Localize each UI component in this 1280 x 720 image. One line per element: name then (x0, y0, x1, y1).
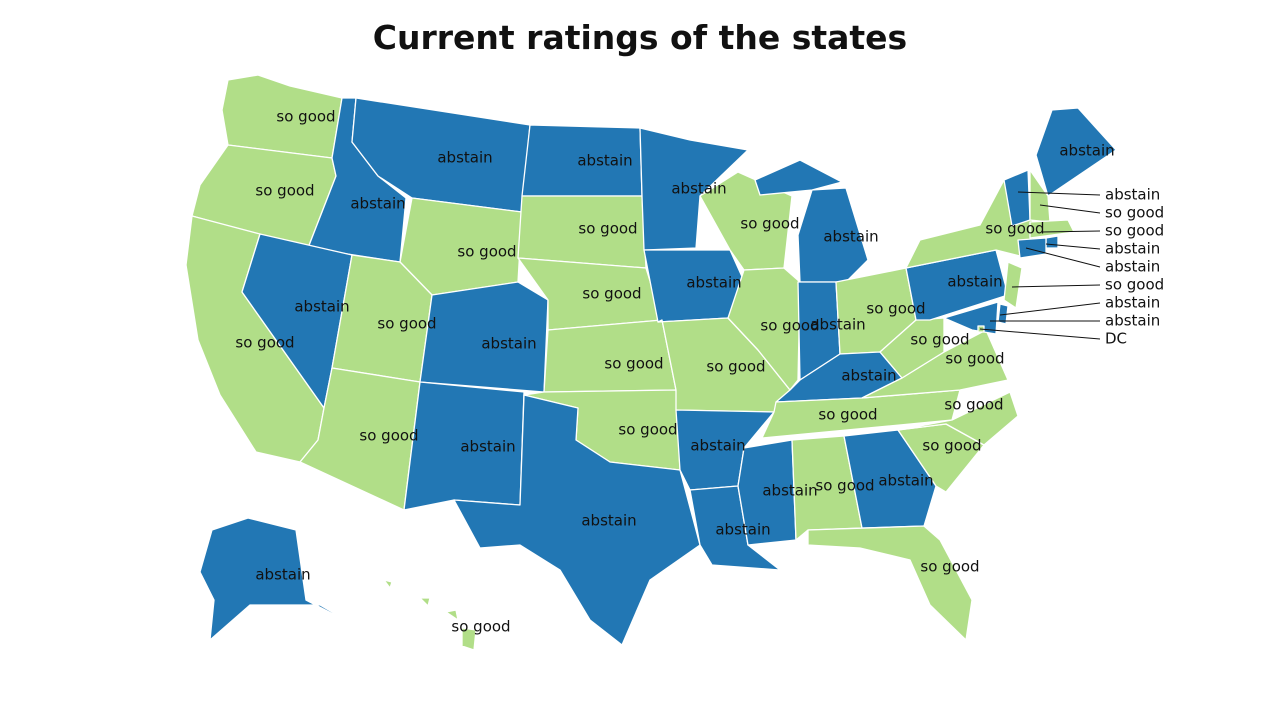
state-fl (807, 525, 973, 641)
state-nj (1003, 261, 1023, 309)
state-label-mt: abstain (437, 149, 492, 167)
state-me (1035, 107, 1117, 197)
state-label-ne: so good (582, 285, 641, 303)
state-label-wv: so good (910, 331, 969, 349)
state-label-mn: abstain (671, 180, 726, 198)
state-label-sc: so good (922, 437, 981, 455)
state-label-la: abstain (715, 521, 770, 539)
callout-label: abstain (1105, 240, 1160, 258)
page-title: Current ratings of the states (372, 18, 908, 57)
state-label-nm: abstain (460, 438, 515, 456)
state-label-ky: abstain (841, 367, 896, 385)
callout-label: abstain (1105, 258, 1160, 276)
state-label-pa: abstain (947, 273, 1002, 291)
callout-leader-line (1025, 247, 1101, 268)
state-label-nv: abstain (294, 298, 349, 316)
state-label-ms: abstain (762, 482, 817, 500)
state-label-wa: so good (276, 108, 335, 126)
state-ak (199, 517, 357, 641)
state-label-ar: abstain (690, 437, 745, 455)
state-hi (383, 579, 477, 651)
state-label-ca: so good (235, 334, 294, 352)
state-co (419, 281, 549, 393)
state-label-il: so good (760, 317, 819, 335)
callout-label: abstain (1105, 312, 1160, 330)
callout-label: so good (1105, 204, 1164, 222)
callout-label: abstain (1105, 294, 1160, 312)
state-label-nc: so good (944, 396, 1003, 414)
state-ms (737, 439, 797, 546)
state-label-ut: so good (377, 315, 436, 333)
state-label-co: abstain (481, 335, 536, 353)
callout-leader-line (979, 328, 1101, 340)
state-label-oh: so good (866, 300, 925, 318)
state-label-ks: so good (604, 355, 663, 373)
state-label-ny: so good (985, 220, 1044, 238)
state-label-or: so good (255, 182, 314, 200)
state-label-tx: abstain (581, 512, 636, 530)
state-label-nd: abstain (577, 152, 632, 170)
callout-label: so good (1105, 222, 1164, 240)
state-label-ga: abstain (878, 472, 933, 490)
callout-label: so good (1105, 276, 1164, 294)
state-wv (879, 317, 945, 379)
state-de (997, 303, 1009, 325)
state-ct (1017, 237, 1047, 259)
state-ri (1045, 235, 1059, 249)
state-label-sd: so good (578, 220, 637, 238)
state-label-wi: so good (740, 215, 799, 233)
state-label-ia: abstain (686, 274, 741, 292)
state-nc (897, 391, 1019, 446)
state-label-mi: abstain (823, 228, 878, 246)
state-il (727, 267, 801, 391)
state-label-in: abstain (810, 316, 865, 334)
callout-label: abstain (1105, 186, 1160, 204)
callout-leader-line (999, 302, 1101, 316)
callout-leader-line (1011, 284, 1101, 288)
state-ga (843, 429, 937, 529)
state-ma (1029, 219, 1075, 239)
state-label-me: abstain (1059, 142, 1114, 160)
state-label-fl: so good (920, 558, 979, 576)
callout-leader-line (1041, 230, 1101, 233)
state-label-az: so good (359, 427, 418, 445)
callout-label: DC (1105, 330, 1127, 348)
state-label-al: so good (815, 477, 874, 495)
state-label-tn: so good (818, 406, 877, 424)
states-layer (185, 74, 1117, 651)
state-label-mo: so good (706, 358, 765, 376)
state-label-wy: so good (457, 243, 516, 261)
state-mn (639, 127, 749, 251)
state-tx (453, 394, 701, 646)
state-label-va: so good (945, 350, 1004, 368)
callout-leader-line (1045, 243, 1101, 250)
state-label-ok: so good (618, 421, 677, 439)
callout-leader-line (1017, 191, 1101, 196)
state-label-hi: so good (451, 618, 510, 636)
callout-leader-line (1039, 204, 1101, 214)
state-label-id: abstain (350, 195, 405, 213)
state-label-ak: abstain (255, 566, 310, 584)
